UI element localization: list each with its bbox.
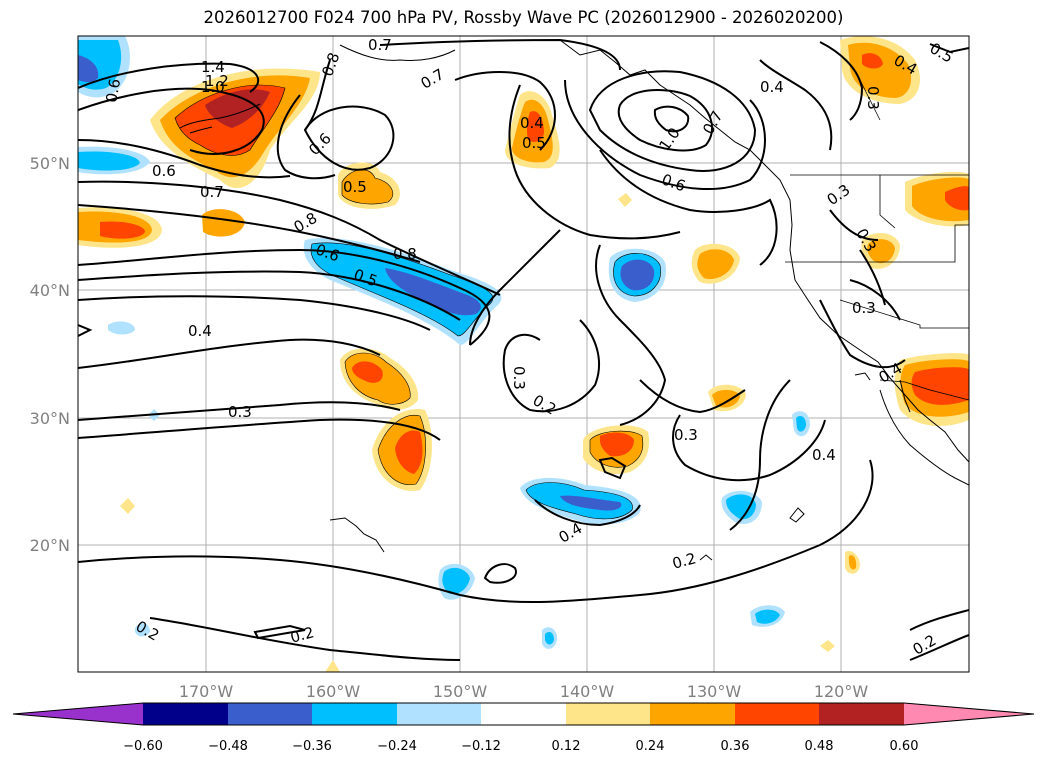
colorbar-bin	[650, 703, 735, 725]
contour-label: 0.7	[368, 36, 392, 54]
contour-label: 1.4	[201, 58, 225, 76]
colorbar-tick-label: 0.12	[552, 739, 581, 754]
lon-label: 120°W	[814, 682, 869, 701]
contour-label: 0.3	[228, 403, 252, 421]
lon-label: 130°W	[687, 682, 742, 701]
colorbar-tick-label: 0.36	[721, 739, 750, 754]
colorbar-tick-label: 0.60	[890, 739, 919, 754]
contour-label: 0.4	[812, 446, 836, 464]
colorbar-bin	[397, 703, 481, 725]
pv-contours	[78, 38, 969, 661]
longitude-labels: 170°W 160°W 150°W 140°W 130°W 120°W	[179, 682, 869, 701]
coastlines	[179, 39, 969, 561]
map-panel: 1.4 1.2 1.0 0.6 0.8 0.7 0.7 0.6 0.5 0.7 …	[78, 36, 969, 672]
lat-label: 30°N	[30, 409, 70, 428]
contour-label: 0.3	[852, 299, 876, 317]
contour-label: 0.7	[200, 183, 224, 201]
contour-label: 0.4	[188, 322, 212, 340]
colorbar-bin	[312, 703, 397, 725]
colorbar-tick-label: −0.48	[208, 739, 248, 754]
colorbar-outline	[12, 702, 1035, 726]
colorbar-tick-label: −0.24	[377, 739, 417, 754]
contour-label: 0.4	[520, 114, 544, 132]
contour-label: 1.2	[205, 72, 229, 90]
lat-label: 50°N	[30, 154, 70, 173]
contour-label: 0.3	[864, 86, 882, 110]
positive-anomalies	[78, 36, 969, 672]
colorbar-bin	[819, 703, 904, 725]
colorbar-bin	[735, 703, 819, 725]
latitude-labels: 50°N 40°N 30°N 20°N	[30, 154, 70, 555]
contour-label: 0.5	[343, 178, 367, 196]
contour-label: 0.2	[670, 549, 698, 573]
colorbar: −0.60 −0.48 −0.36 −0.24 −0.12 0.12 0.24 …	[12, 702, 1035, 754]
colorbar-tick-label: 0.48	[805, 739, 834, 754]
colorbar-bin	[228, 703, 312, 725]
lon-label: 140°W	[560, 682, 615, 701]
contour-label: 1.0	[201, 78, 225, 96]
colorbar-extend-min	[13, 703, 143, 725]
colorbar-bin	[143, 703, 228, 725]
borders	[785, 79, 969, 401]
colorbar-tick-label: −0.12	[461, 739, 501, 754]
colorbar-tick-label: −0.36	[292, 739, 332, 754]
colorbar-bin	[566, 703, 650, 725]
contour-label: 0.3	[510, 366, 528, 390]
lon-label: 150°W	[433, 682, 488, 701]
contour-label: 0.8	[393, 245, 417, 263]
map-title: 2026012700 F024 700 hPa PV, Rossby Wave …	[203, 8, 844, 27]
lat-label: 20°N	[30, 536, 70, 555]
colorbar-bin	[481, 703, 566, 725]
lon-label: 160°W	[306, 682, 361, 701]
lat-label: 40°N	[30, 281, 70, 300]
contour-label: 0.3	[674, 426, 698, 444]
lon-label: 170°W	[179, 682, 234, 701]
contour-label: 0.5	[522, 134, 546, 152]
map-frame	[77, 35, 970, 673]
contour-label: 0.6	[102, 77, 124, 104]
contour-label: 0.6	[152, 162, 176, 180]
colorbar-extend-max	[904, 703, 1034, 725]
colorbar-tick-label: 0.24	[636, 739, 665, 754]
contour-label: 0.2	[288, 623, 316, 647]
contour-label: 0.4	[760, 78, 784, 96]
colorbar-tick-label: −0.60	[123, 739, 163, 754]
